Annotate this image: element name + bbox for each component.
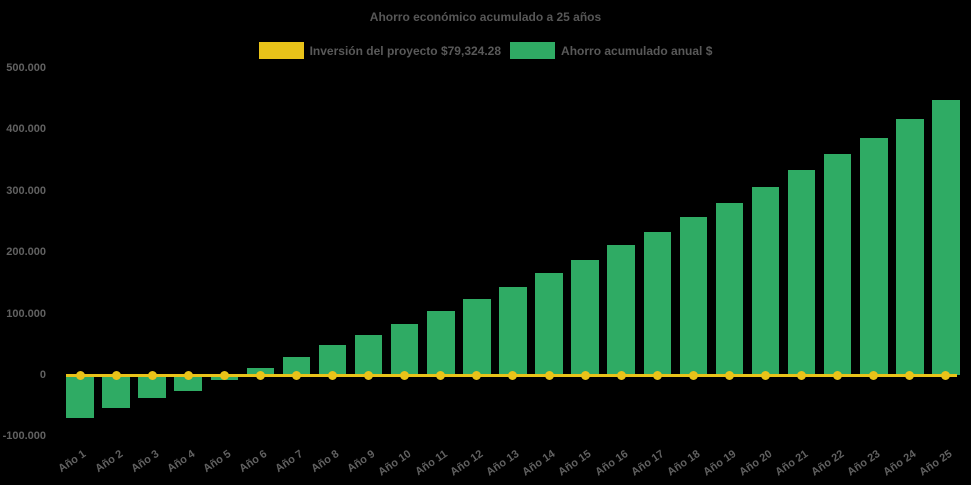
chart-title: Ahorro económico acumulado a 25 años (369, 10, 602, 24)
investment-line-marker-icon (688, 371, 698, 380)
x-axis-tick-label: Año 3 (128, 448, 161, 476)
x-axis-tick-label: Año 1 (56, 448, 89, 476)
bar-ahorro-año-9 (354, 334, 383, 375)
investment-line-marker-icon (724, 371, 734, 380)
bar-ahorro-año-7 (282, 357, 311, 375)
bar-ahorro-año-10 (390, 323, 419, 375)
bar-ahorro-año-25 (932, 100, 960, 375)
x-axis-tick-label: Año 21 (773, 448, 811, 479)
bar-ahorro-año-19 (715, 202, 744, 375)
investment-line-marker-icon (147, 371, 157, 380)
legend-label-investment: Inversión del proyecto $79,324.28 (309, 43, 502, 58)
bar-ahorro-año-18 (679, 216, 708, 375)
x-axis-tick-label: Año 7 (273, 448, 306, 476)
x-axis-tick-label: Año 24 (881, 448, 919, 479)
x-axis-tick-label: Año 22 (809, 448, 847, 479)
x-axis-tick-label: Año 11 (412, 448, 450, 479)
x-axis-tick-label: Año 13 (484, 448, 522, 479)
investment-line-marker-icon (436, 371, 446, 380)
investment-line-marker-icon (472, 371, 482, 380)
bar-ahorro-año-13 (499, 286, 527, 375)
investment-line-marker-icon (219, 371, 229, 380)
x-axis-tick-label: Año 16 (592, 448, 630, 479)
bar-ahorro-año-20 (751, 186, 780, 375)
y-axis-tick-label: 200.000 (6, 246, 46, 259)
investment-line-marker-icon (905, 371, 915, 380)
x-axis-tick-label: Año 12 (448, 448, 486, 479)
x-axis-tick-label: Año 20 (737, 448, 775, 479)
x-axis-tick-label: Año 6 (237, 448, 270, 476)
x-axis-tick-label: Año 5 (200, 448, 234, 476)
investment-line-marker-icon (291, 371, 301, 380)
investment-line-marker-icon (616, 371, 626, 380)
investment-line-marker-icon (508, 371, 518, 380)
legend-item-savings: Ahorro acumulado anual $ (510, 42, 712, 59)
y-axis-tick-label: 0 (39, 369, 46, 381)
investment-line-marker-icon (761, 371, 771, 380)
x-axis-tick-label: Año 10 (376, 448, 414, 479)
x-axis-tick-label: Año 23 (845, 448, 883, 479)
x-axis-tick-label: Año 25 (917, 448, 955, 479)
investment-line-marker-icon (797, 371, 807, 380)
investment-line-marker-icon (364, 371, 374, 380)
investment-line-marker-icon (255, 371, 265, 380)
investment-line-marker-icon (833, 371, 843, 380)
y-axis-tick-label: 300.000 (6, 184, 46, 197)
x-axis-tick-label: Año 2 (92, 448, 125, 476)
x-axis-tick-label: Año 4 (164, 448, 197, 476)
legend: Inversión del proyecto $79,324.28 Ahorro… (0, 41, 971, 60)
x-axis-tick-label: Año 19 (701, 448, 739, 479)
x-axis-tick-label: Año 14 (520, 448, 558, 479)
bar-ahorro-año-2 (102, 375, 130, 409)
bar-ahorro-año-24 (896, 118, 924, 375)
investment-line-marker-icon (544, 371, 554, 380)
x-axis-tick-label: Año 9 (345, 448, 378, 476)
y-axis-tick-label: 100.000 (6, 307, 46, 320)
investment-line-marker-icon (111, 371, 121, 380)
investment-line-marker-icon (75, 371, 85, 380)
bar-ahorro-año-15 (571, 260, 599, 375)
investment-line-marker-icon (580, 371, 590, 380)
y-axis-tick-label: 500.000 (6, 61, 46, 74)
bar-ahorro-año-17 (643, 231, 672, 375)
bar-ahorro-año-22 (823, 154, 852, 375)
legend-item-investment: Inversión del proyecto $79,324.28 (258, 42, 502, 59)
investment-line-marker-icon (400, 371, 410, 380)
y-axis-tick-label: 400.000 (6, 123, 46, 136)
bar-ahorro-año-16 (607, 245, 635, 375)
legend-swatch-savings-icon (510, 42, 556, 59)
legend-label-savings: Ahorro acumulado anual $ (561, 43, 713, 58)
x-axis-tick-label: Año 17 (628, 448, 667, 479)
investment-line-marker-icon (941, 371, 951, 380)
x-axis-tick-label: Año 15 (556, 448, 594, 479)
y-axis-tick-label: -100.000 (2, 430, 46, 443)
legend-swatch-investment-icon (258, 42, 304, 59)
bar-ahorro-año-21 (787, 170, 816, 375)
investment-line-marker-icon (328, 371, 338, 380)
bar-ahorro-año-14 (535, 273, 563, 375)
investment-line-marker-icon (869, 371, 879, 380)
bar-ahorro-año-4 (174, 375, 202, 391)
investment-line-marker-icon (183, 371, 193, 380)
bar-ahorro-año-23 (860, 137, 888, 375)
bar-ahorro-año-12 (463, 299, 491, 375)
bar-ahorro-año-3 (138, 375, 166, 399)
x-axis-tick-label: Año 8 (309, 448, 342, 476)
bar-ahorro-año-8 (318, 345, 347, 375)
x-axis-tick-label: Año 18 (664, 448, 703, 479)
bar-ahorro-año-11 (427, 310, 455, 375)
investment-line-marker-icon (652, 371, 662, 380)
bar-ahorro-año-1 (66, 375, 94, 419)
